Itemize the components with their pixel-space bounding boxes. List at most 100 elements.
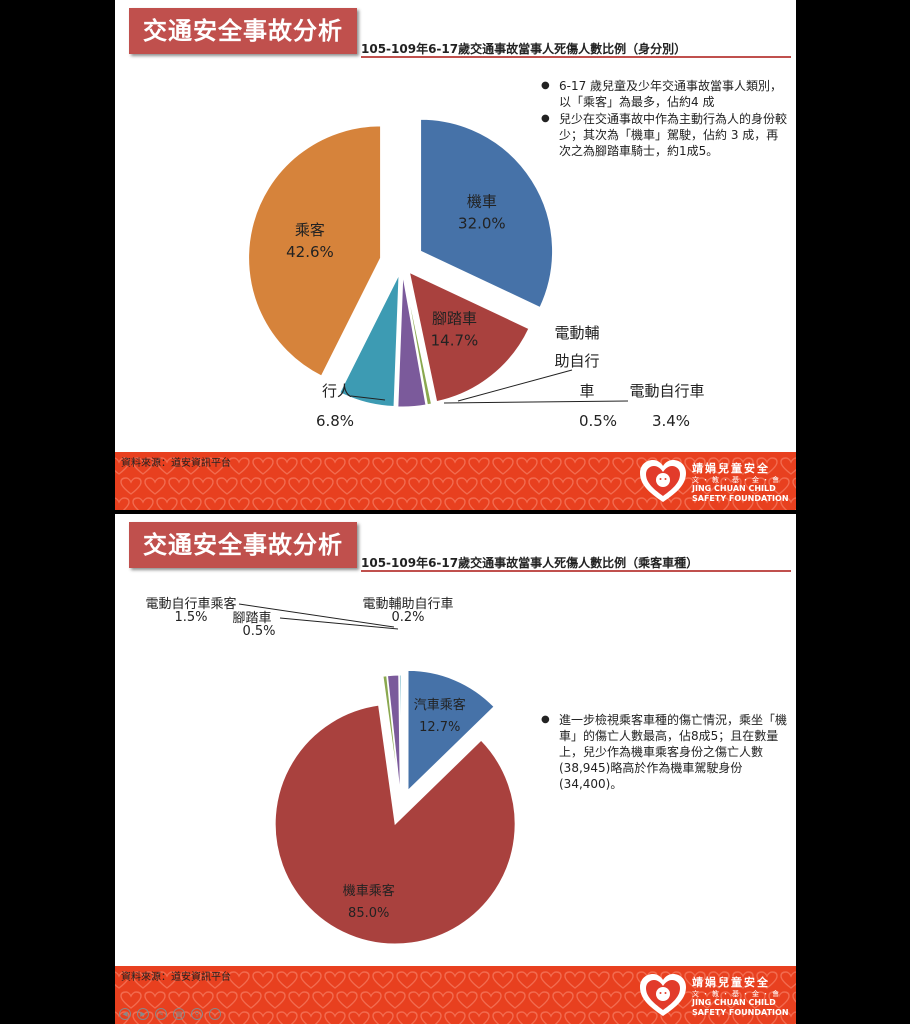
more-icon[interactable]: ⋯ — [209, 1008, 221, 1020]
heart-pattern-icon — [540, 971, 562, 989]
heart-pattern-icon — [588, 1011, 610, 1024]
slice-label: 車 — [579, 382, 594, 400]
heart-pattern-icon — [420, 971, 442, 989]
heart-pattern-icon — [204, 497, 226, 510]
heart-pattern-icon — [732, 497, 754, 510]
heart-pattern-icon — [552, 477, 574, 495]
heart-pattern-icon — [408, 477, 430, 495]
heart-pattern-icon — [516, 457, 538, 475]
logo-name-cn: 靖娟兒童安全 — [692, 462, 770, 475]
logo-name-en: JING CHUAN CHILD — [692, 484, 776, 493]
slice-value: 32.0% — [458, 214, 506, 232]
heart-pattern-icon — [708, 971, 730, 989]
heart-pattern-icon — [168, 991, 190, 1009]
heart-pattern-icon — [300, 497, 322, 510]
heart-pattern-icon — [732, 971, 754, 989]
footer-band: 資料來源：道安資訊平台 靖娟兒童安全 文・教・基・金・會 JING CHUAN … — [115, 966, 796, 1024]
slice-label: 腳踏車 — [232, 611, 271, 626]
heart-pattern-icon — [444, 971, 466, 989]
prev-slide-icon[interactable]: ◀ — [119, 1008, 131, 1020]
heart-pattern-icon — [288, 477, 310, 495]
heart-pattern-icon — [156, 457, 178, 475]
heart-pattern-icon — [312, 991, 334, 1009]
heart-pattern-icon — [780, 497, 796, 510]
heart-pattern-icon — [708, 457, 730, 475]
leader-line — [238, 603, 395, 628]
heart-pattern-icon — [528, 477, 550, 495]
heart-pattern-icon — [564, 497, 586, 510]
zoom-icon[interactable]: ⚲ — [191, 1008, 203, 1020]
heart-pattern-icon — [156, 971, 178, 989]
heart-pattern-icon — [276, 971, 298, 989]
pen-icon[interactable]: ✎ — [155, 1008, 167, 1020]
logo-name-cn: 靖娟兒童安全 — [692, 976, 770, 989]
heart-pattern-icon — [396, 497, 418, 510]
heart-pattern-icon — [684, 457, 706, 475]
slides-icon[interactable]: ▦ — [173, 1008, 185, 1020]
heart-pattern-icon — [468, 497, 490, 510]
slide-passenger: 交通安全事故分析 105-109年6-17歲交通事故當事人死傷人數比例（乘客車種… — [115, 514, 796, 1024]
heart-pattern-icon — [432, 477, 454, 495]
slice-value: 6.8% — [316, 412, 354, 430]
heart-pattern-icon — [564, 457, 586, 475]
heart-pattern-icon — [612, 497, 634, 510]
heart-pattern-icon — [372, 1011, 394, 1024]
heart-pattern-icon — [120, 991, 142, 1009]
heart-pattern-icon — [324, 497, 346, 510]
foundation-logo: 靖娟兒童安全 文・教・基・金・會 JING CHUAN CHILD SAFETY… — [638, 972, 789, 1020]
slide-title: 交通安全事故分析 — [129, 8, 357, 54]
next-slide-icon[interactable]: ▶ — [137, 1008, 149, 1020]
heart-pattern-icon — [768, 477, 790, 495]
heart-pattern-icon — [336, 477, 358, 495]
heart-logo-icon — [640, 460, 686, 502]
heart-logo-icon — [640, 974, 686, 1016]
heart-pattern-icon — [684, 1011, 706, 1024]
heart-pattern-icon — [324, 457, 346, 475]
heart-pattern-icon — [336, 991, 358, 1009]
heart-pattern-icon — [408, 991, 430, 1009]
heart-pattern-icon — [372, 457, 394, 475]
logo-name-en-sub: SAFETY FOUNDATION — [692, 494, 789, 503]
heart-pattern-icon — [420, 1011, 442, 1024]
heart-pattern-icon — [312, 477, 334, 495]
heart-pattern-icon — [204, 971, 226, 989]
data-source: 資料來源：道安資訊平台 — [121, 972, 231, 983]
heart-pattern-icon — [132, 457, 154, 475]
heart-pattern-icon — [696, 477, 718, 495]
heart-pattern-icon — [744, 477, 766, 495]
slideshow-controls: ◀ ▶ ✎ ▦ ⚲ ⋯ — [119, 1008, 221, 1020]
heart-pattern-icon — [360, 991, 382, 1009]
heart-pattern-icon — [168, 477, 190, 495]
heart-pattern-icon — [444, 457, 466, 475]
slice-value: 42.6% — [286, 243, 334, 261]
heart-pattern-icon — [792, 991, 796, 1003]
heart-pattern-icon — [588, 457, 610, 475]
slice-value: 0.5% — [579, 412, 617, 430]
heart-pattern-icon — [144, 477, 166, 495]
slice-value: 1.5% — [174, 610, 207, 625]
slice-value: 12.7% — [419, 720, 460, 735]
subtitle-underline — [361, 56, 791, 58]
heart-pattern-icon — [348, 1011, 370, 1024]
heart-pattern-icon — [684, 497, 706, 510]
heart-pattern-icon — [300, 1011, 322, 1024]
heart-pattern-icon — [504, 477, 526, 495]
heart-pattern-icon — [384, 477, 406, 495]
heart-pattern-icon — [396, 1011, 418, 1024]
heart-pattern-icon — [612, 1011, 634, 1024]
heart-pattern-icon — [744, 991, 766, 1009]
slice-label: 助自行 — [554, 352, 599, 370]
heart-pattern-icon — [528, 991, 550, 1009]
heart-pattern-icon — [588, 971, 610, 989]
heart-pattern-icon — [216, 991, 238, 1009]
heart-pattern-icon — [780, 457, 796, 475]
heart-pattern-icon — [444, 1011, 466, 1024]
heart-pattern-icon — [276, 457, 298, 475]
slice-value: 0.2% — [391, 610, 424, 625]
footer-band: 資料來源：道安資訊平台 靖娟兒童安全 文・教・基・金・會 JING CHUAN … — [115, 452, 796, 510]
heart-pattern-icon — [288, 991, 310, 1009]
heart-pattern-icon — [252, 1011, 274, 1024]
heart-pattern-icon — [552, 991, 574, 1009]
heart-pattern-icon — [636, 1011, 658, 1024]
leader-line — [350, 395, 386, 401]
